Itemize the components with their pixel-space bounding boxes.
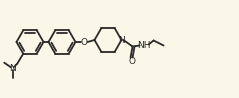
Text: N: N xyxy=(9,64,16,73)
Text: O: O xyxy=(128,57,135,65)
Text: O: O xyxy=(81,38,88,46)
Text: N: N xyxy=(118,35,125,44)
Text: NH: NH xyxy=(137,41,150,50)
